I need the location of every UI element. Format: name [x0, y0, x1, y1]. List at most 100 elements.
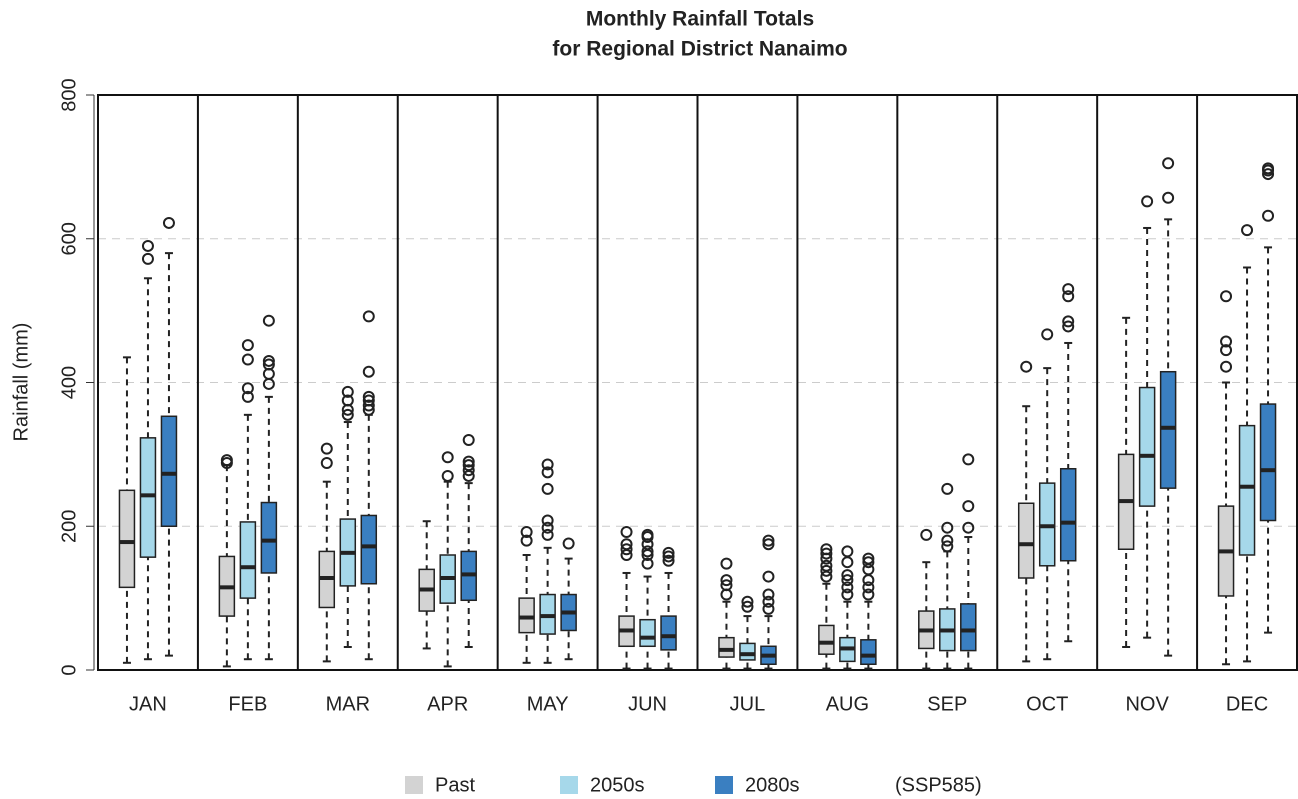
box	[160, 415, 178, 527]
outlier	[241, 382, 254, 395]
outlier	[741, 600, 754, 613]
outlier	[362, 390, 375, 403]
outlier	[162, 216, 175, 229]
outlier	[762, 595, 775, 608]
outlier	[1141, 195, 1154, 208]
outlier	[1241, 224, 1254, 237]
outlier	[941, 534, 954, 547]
outlier	[720, 574, 733, 587]
box	[518, 597, 535, 634]
x-tick-label: MAR	[326, 693, 370, 715]
outlier	[241, 390, 254, 403]
legend-label: 2050s	[590, 774, 645, 796]
legend-label: 2080s	[745, 774, 800, 796]
outlier	[462, 455, 475, 468]
outlier	[541, 482, 554, 495]
outlier	[820, 547, 833, 560]
outlier	[841, 545, 854, 558]
chart-title: for Regional District Nanaimo	[552, 38, 847, 61]
outlier	[662, 546, 675, 559]
x-tick-label: DEC	[1226, 693, 1268, 715]
box	[860, 639, 877, 665]
box	[818, 624, 835, 655]
box	[960, 603, 977, 652]
x-tick-label: JUL	[730, 693, 766, 715]
outlier	[520, 526, 533, 538]
outlier	[1220, 360, 1233, 373]
y-tick-label: 200	[58, 510, 80, 543]
outlier	[741, 595, 754, 608]
outlier	[462, 459, 475, 472]
outlier	[1220, 290, 1233, 303]
outlier	[541, 528, 554, 541]
outlier	[941, 540, 954, 553]
outlier	[862, 581, 875, 594]
outlier	[362, 394, 375, 407]
outlier	[341, 385, 354, 398]
outlier	[441, 451, 454, 464]
outlier	[141, 239, 154, 252]
outlier	[841, 588, 854, 601]
outlier	[520, 534, 533, 547]
box	[718, 636, 735, 658]
x-tick-label: NOV	[1125, 693, 1169, 715]
outlier	[262, 358, 275, 371]
outlier	[562, 537, 575, 550]
x-tick-label: FEB	[228, 693, 267, 715]
box	[1238, 424, 1256, 556]
box	[139, 437, 157, 558]
outlier	[941, 482, 954, 495]
outlier	[341, 394, 354, 407]
box	[639, 618, 656, 648]
outlier	[841, 569, 854, 582]
outlier	[862, 556, 875, 569]
outlier	[320, 457, 333, 469]
outlier	[720, 579, 733, 592]
y-tick-label: 800	[58, 78, 80, 111]
legend-note: (SSP585)	[895, 774, 982, 796]
outlier	[362, 399, 375, 412]
x-tick-label: APR	[427, 693, 468, 715]
box	[1259, 403, 1277, 522]
box	[1059, 468, 1077, 562]
outlier	[841, 556, 854, 569]
outlier	[620, 526, 633, 538]
outlier	[641, 545, 654, 558]
outlier	[720, 557, 733, 570]
outlier	[862, 574, 875, 587]
outlier	[662, 554, 675, 567]
outlier	[1062, 320, 1075, 333]
outlier	[1262, 168, 1275, 181]
outlier	[1062, 283, 1075, 296]
outlier	[620, 538, 633, 551]
box	[360, 514, 378, 585]
outlier	[762, 570, 775, 583]
outlier	[241, 353, 254, 366]
x-tick-label: MAY	[527, 693, 569, 715]
outlier	[962, 453, 975, 466]
outlier	[1062, 290, 1075, 303]
outlier	[762, 602, 775, 615]
outlier	[220, 454, 233, 467]
plot-frame	[97, 94, 1298, 671]
outlier	[762, 588, 775, 601]
box	[260, 501, 278, 574]
outlier	[141, 252, 154, 265]
outlier	[262, 377, 275, 390]
outlier	[320, 442, 333, 455]
outlier	[341, 408, 354, 421]
outlier	[541, 514, 554, 527]
y-tick-label: 600	[58, 222, 80, 255]
outlier	[262, 314, 275, 327]
box	[1138, 386, 1156, 507]
outlier	[762, 538, 775, 551]
outlier	[820, 559, 833, 572]
outlier	[641, 528, 654, 541]
outlier	[962, 521, 975, 534]
outlier	[441, 469, 454, 482]
outlier	[262, 354, 275, 367]
outlier	[1220, 335, 1233, 348]
outlier	[962, 500, 975, 513]
outlier	[920, 528, 933, 541]
